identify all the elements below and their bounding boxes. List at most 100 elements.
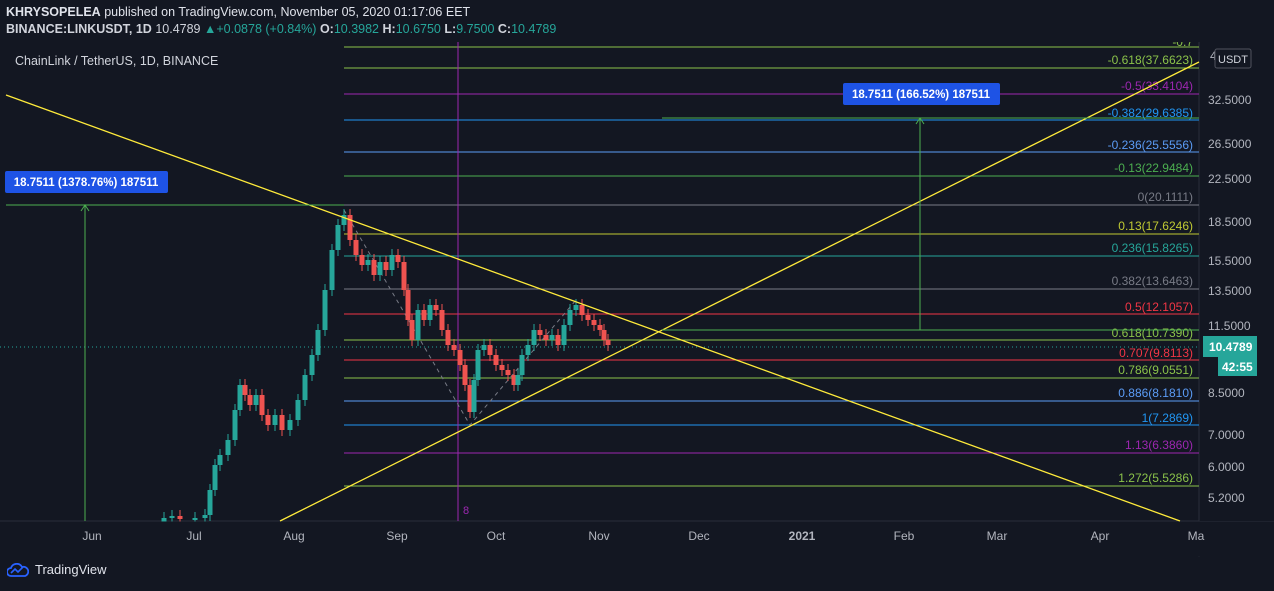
candle-body <box>532 330 537 345</box>
candle-body <box>354 240 359 255</box>
ascending-trendline[interactable] <box>280 62 1199 521</box>
author-name[interactable]: KHRYSOPELEA <box>6 5 101 19</box>
candle-body <box>506 370 511 375</box>
low-value: 9.7500 <box>456 22 494 36</box>
candle-body <box>226 440 231 455</box>
candle-body <box>458 350 463 365</box>
measure-right-label: 18.7511 (166.52%) 187511 <box>852 89 991 101</box>
fib-label: 0.786(9.0551) <box>1118 363 1193 377</box>
candle-body <box>598 325 603 330</box>
candle-body <box>378 262 383 275</box>
tradingview-logo[interactable]: TradingView <box>7 562 107 577</box>
candle-body <box>488 345 493 355</box>
price-tick: 5.2000 <box>1208 491 1245 505</box>
symbol-label: BINANCE:LINKUSDT, 1D <box>6 22 152 36</box>
fib-label: 0.618(10.7390) <box>1112 326 1193 340</box>
fib-label: 0.13(17.6246) <box>1118 219 1193 233</box>
open-value: 10.3982 <box>334 22 379 36</box>
candle-body <box>410 320 415 340</box>
countdown-value: 42:55 <box>1222 360 1253 374</box>
price-axis[interactable] <box>1200 42 1274 521</box>
low-label: L: <box>444 22 456 36</box>
fib-label: -0.236(25.5556) <box>1108 138 1193 152</box>
candle-body <box>500 365 505 370</box>
candle-body <box>288 420 293 430</box>
last-price: 10.4789 <box>155 22 200 36</box>
candle-body <box>472 380 477 412</box>
price-tick: 15.5000 <box>1208 254 1252 268</box>
footer: TradingView <box>0 557 1274 586</box>
time-tick: Sep <box>386 529 408 543</box>
candle-body <box>238 385 243 410</box>
time-tick: Oct <box>487 529 506 543</box>
candle-body <box>254 395 259 405</box>
current-price-value: 10.4789 <box>1209 340 1253 354</box>
time-tick: Nov <box>588 529 609 543</box>
price-tick: 22.5000 <box>1208 172 1252 186</box>
candle-body <box>476 350 481 380</box>
candle-body <box>463 365 468 385</box>
price-change: +0.0878 (+0.84%) <box>216 22 316 36</box>
price-tick: 6.0000 <box>1208 460 1245 474</box>
candle-body <box>208 490 213 515</box>
chart-title: ChainLink / TetherUS, 1D, BINANCE <box>15 54 218 68</box>
candle-body <box>556 335 561 345</box>
fib-label: 0.886(8.1810) <box>1118 386 1193 400</box>
candle-body <box>384 262 389 270</box>
currency-label: USDT <box>1218 54 1248 66</box>
ohlc-line: BINANCE:LINKUSDT, 1D 10.4789 ▲+0.0878 (+… <box>6 22 556 36</box>
candle-body <box>550 335 555 340</box>
candle-body <box>303 375 308 400</box>
fib-label: 0.707(9.8113) <box>1119 346 1193 360</box>
fib-lines[interactable] <box>344 47 1199 486</box>
candle-body <box>233 410 238 440</box>
candle-body <box>494 355 499 365</box>
candle-body <box>260 395 265 415</box>
open-label: O: <box>320 22 334 36</box>
tradingview-cloud-icon <box>7 563 29 577</box>
fib-label: 0.236(15.8265) <box>1112 241 1193 255</box>
candle-body <box>203 515 208 518</box>
fib-trend-line[interactable] <box>344 210 576 425</box>
price-chart[interactable]: ChainLink / TetherUS, 1D, BINANCE -0.7 -… <box>0 42 1274 586</box>
candle-body <box>562 325 567 345</box>
candle-body <box>162 518 167 522</box>
candle-body <box>330 250 335 290</box>
price-tick: 26.5000 <box>1208 137 1252 151</box>
candle-body <box>280 415 285 430</box>
candle-body <box>452 345 457 350</box>
candles <box>162 209 611 528</box>
candle-body <box>360 255 365 265</box>
vertical-line-label: 8 <box>463 505 469 517</box>
time-tick: Aug <box>283 529 304 543</box>
candle-body <box>520 355 525 375</box>
candle-body <box>602 330 607 340</box>
publish-line: KHRYSOPELEA published on TradingView.com… <box>6 5 470 19</box>
candle-body <box>170 516 175 518</box>
price-tick: 32.5000 <box>1208 93 1252 107</box>
time-tick: Jun <box>82 529 101 543</box>
high-value: 10.6750 <box>396 22 441 36</box>
candle-body <box>526 345 531 355</box>
candle-body <box>592 320 597 325</box>
candle-body <box>372 260 377 275</box>
fib-label: -0.5(33.4104) <box>1121 79 1193 93</box>
candle-body <box>323 290 328 330</box>
fib-label: -0.618(37.6623) <box>1108 53 1193 67</box>
price-tick: 11.5000 <box>1208 319 1251 333</box>
price-tick: 8.5000 <box>1208 386 1245 400</box>
candle-body <box>243 385 248 395</box>
candle-body <box>422 310 427 320</box>
time-tick: Feb <box>894 529 915 543</box>
svg-text:-0.7: -0.7 <box>1172 42 1193 49</box>
candle-body <box>366 260 371 265</box>
candle-body <box>310 355 315 375</box>
candle-body <box>606 340 611 345</box>
time-tick: Ma <box>1188 529 1205 543</box>
time-tick: Dec <box>688 529 709 543</box>
publish-info: published on TradingView.com, November 0… <box>104 5 470 19</box>
candle-body <box>544 335 549 340</box>
candle-body <box>416 310 421 340</box>
chart-area[interactable]: ChainLink / TetherUS, 1D, BINANCE -0.7 -… <box>0 42 1274 586</box>
candle-body <box>396 255 401 262</box>
